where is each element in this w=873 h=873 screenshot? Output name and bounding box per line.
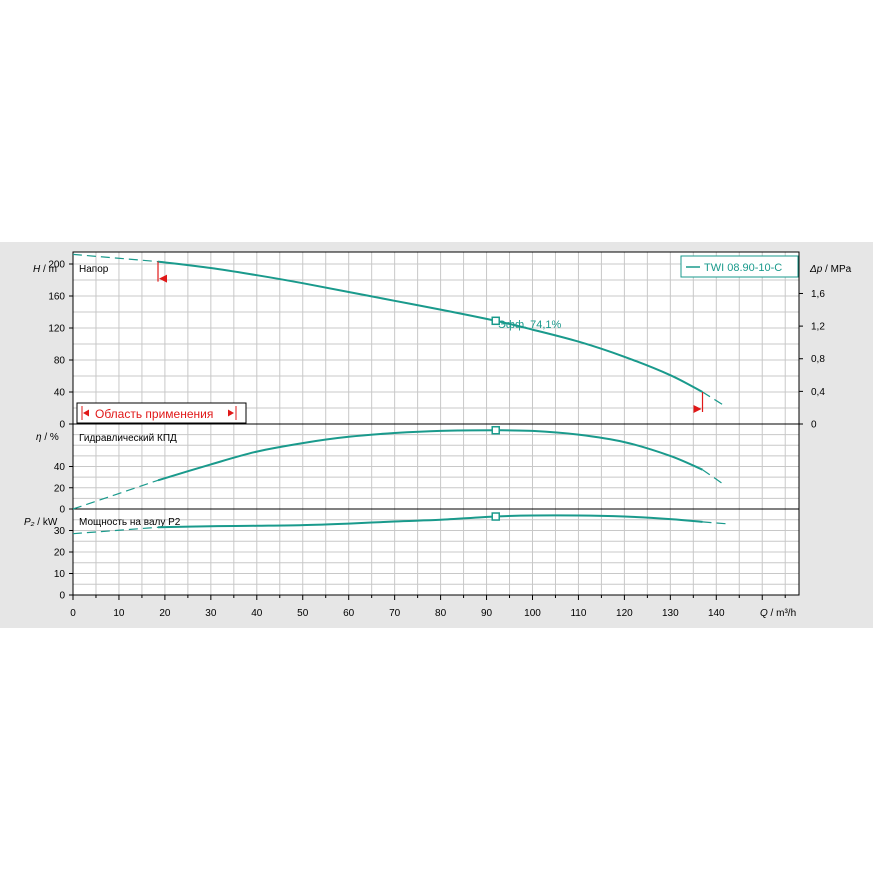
- head-tick-label: 200: [48, 260, 65, 271]
- head-curve-extension: [72, 253, 159, 263]
- efficiency-tick-label: 40: [54, 462, 66, 473]
- head-tick-label: 80: [54, 356, 66, 367]
- legend-box: [680, 255, 799, 278]
- head-axis-label: H / m: [33, 264, 57, 275]
- legend-series-name: TWI 08.90-10-C: [704, 262, 782, 274]
- power-tick-label: 20: [54, 548, 66, 559]
- x-tick-label: 0: [70, 608, 76, 619]
- x-tick-label: 70: [389, 608, 401, 619]
- x-tick-label: 90: [481, 608, 493, 619]
- x-tick-label: 50: [297, 608, 309, 619]
- pressure-tick-label: 1,2: [811, 322, 825, 333]
- head-curve: [157, 260, 703, 393]
- power-curve-extension: [702, 521, 731, 525]
- range-max-arrow-icon: [693, 405, 702, 413]
- efficiency-tick-label: 20: [54, 483, 66, 494]
- markers: [157, 261, 704, 521]
- head-tick-label: 0: [59, 420, 65, 431]
- curves: [72, 253, 731, 535]
- x-tick-label: 10: [113, 608, 125, 619]
- x-tick-label: 30: [205, 608, 217, 619]
- x-tick-label: 80: [435, 608, 447, 619]
- power-axis-label: P₂ / kW: [24, 517, 58, 528]
- range-min-arrow-icon: [159, 274, 168, 283]
- x-tick-label: 130: [662, 608, 679, 619]
- head-tick-label: 120: [48, 324, 65, 335]
- x-tick-label: 40: [251, 608, 263, 619]
- x-tick-label: 60: [343, 608, 355, 619]
- range-left-arrow-icon: [83, 409, 89, 417]
- power-tick-label: 30: [54, 526, 66, 537]
- application-range-frame: [76, 402, 247, 424]
- axis-ticks: 0 40 80 120 160 200 0 20 40 0 10 20 30 0 0,4 0,8 1,2 1,6 0…: [48, 260, 825, 620]
- pressure-tick-label: 0: [811, 420, 817, 431]
- range-right-arrow-icon: [228, 409, 234, 417]
- head-curve-extension: [702, 391, 726, 407]
- head-panel-title: Напор: [79, 264, 109, 275]
- head-tick-label: 40: [54, 388, 66, 399]
- power-tick-label: 0: [59, 591, 65, 602]
- power-curve-extension: [72, 526, 159, 535]
- power-tick-label: 10: [54, 569, 66, 580]
- efficiency-curve-extension: [72, 479, 159, 510]
- flow-axis-label: Q / m³/h: [760, 608, 796, 619]
- efficiency-curve-extension: [702, 469, 726, 487]
- x-tick-label: 110: [570, 608, 586, 619]
- efficiency-curve: [157, 429, 703, 482]
- efficiency-panel-title: Гидравлический КПД: [79, 433, 177, 444]
- head-duty-point-marker: [491, 316, 500, 326]
- efficiency-duty-point-marker: [491, 426, 500, 435]
- pressure-tick-label: 1,6: [811, 289, 825, 300]
- x-tick-label: 140: [708, 608, 725, 619]
- head-tick-label: 160: [48, 292, 65, 303]
- pressure-tick-label: 0,4: [811, 387, 825, 398]
- pressure-tick-label: 0,8: [811, 354, 825, 365]
- x-tick-label: 120: [616, 608, 633, 619]
- legend: TWI 08.90-10-C: [680, 255, 799, 278]
- power-duty-point-marker: [491, 512, 500, 521]
- efficiency-tick-label: 0: [59, 505, 65, 516]
- application-range-box: Область применения: [76, 402, 247, 424]
- x-tick-label: 100: [524, 608, 541, 619]
- pressure-axis-label: Δp / MPa: [809, 264, 852, 275]
- power-curve: [157, 514, 703, 529]
- efficiency-axis-label: η / %: [36, 432, 59, 443]
- x-tick-label: 20: [159, 608, 171, 619]
- efficiency-annotation: Эфф. 74,1%: [498, 319, 562, 331]
- application-range-label: Область применения: [95, 407, 213, 421]
- power-panel-title: Мощность на валу P2: [79, 517, 181, 528]
